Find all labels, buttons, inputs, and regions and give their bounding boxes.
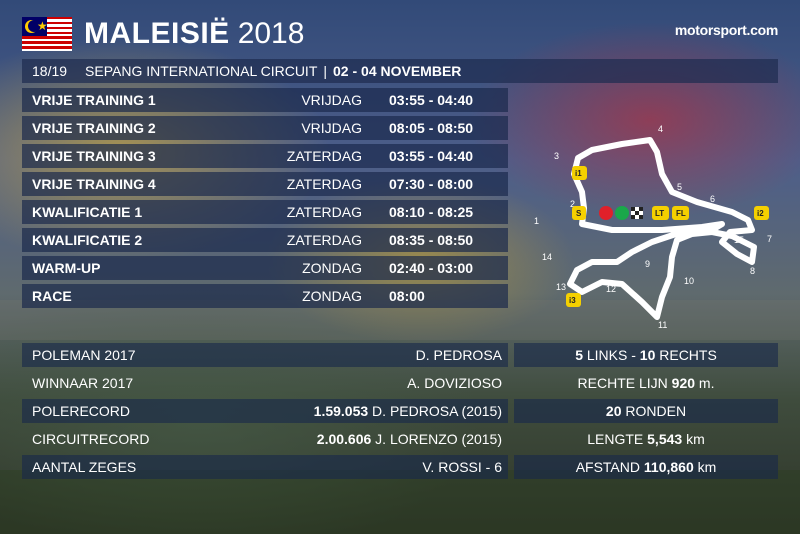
turn-number: 7 — [767, 234, 772, 244]
schedule-row: VRIJE TRAINING 4 ZATERDAG 07:30 - 08:00 — [22, 172, 508, 196]
turn-number: 13 — [556, 282, 566, 292]
stat-value: 2.00.606 J. LORENZO (2015) — [316, 431, 502, 447]
stat-label: AANTAL ZEGES — [32, 459, 137, 475]
session-day: ZONDAG — [302, 288, 362, 304]
session-name: VRIJE TRAINING 1 — [32, 92, 156, 108]
stat-row: WINNAAR 2017 A. DOVIZIOSO — [22, 371, 508, 395]
stat-value: A. DOVIZIOSO — [407, 375, 502, 391]
turn-number: 2 — [570, 199, 575, 209]
turn-number: 6 — [710, 194, 715, 204]
intermediate-2-marker — [754, 206, 769, 220]
page-title-year: 2018 — [237, 17, 305, 50]
session-time: 03:55 - 04:40 — [389, 148, 474, 164]
stat-row: CIRCUITRECORD 2.00.606 J. LORENZO (2015) — [22, 427, 508, 451]
session-day: VRIJDAG — [301, 120, 362, 136]
page-header: ★ MALEISIË 2018 — [22, 14, 304, 54]
turn-number: 3 — [554, 151, 559, 161]
stat-label: POLERECORD — [32, 403, 131, 419]
session-time: 08:00 — [389, 288, 425, 304]
stat-label: CIRCUITRECORD — [32, 431, 150, 447]
motorsport-logo: motorsport.com — [674, 22, 778, 38]
session-name: RACE — [32, 288, 72, 304]
stat-label: POLEMAN 2017 — [32, 347, 136, 363]
circuit-stat: RECHTE LIJN 920 m. — [577, 375, 715, 391]
schedule-row: RACE ZONDAG 08:00 — [22, 284, 508, 308]
stat-row: POLERECORD 1.59.053 D. PEDROSA (2015) — [22, 399, 508, 423]
lap-timing-marker — [652, 206, 669, 220]
circuit-stat: AFSTAND 110,860 km — [514, 455, 778, 479]
turn-number: 8 — [750, 266, 755, 276]
schedule-row: WARM-UP ZONDAG 02:40 - 03:00 — [22, 256, 508, 280]
page-title: MALEISIË — [84, 17, 230, 50]
session-time: 08:05 - 08:50 — [389, 120, 474, 136]
stat-value: V. ROSSI - 6 — [422, 459, 502, 475]
stat-row: POLEMAN 2017 D. PEDROSA — [22, 343, 508, 367]
stat-value: 1.59.053 D. PEDROSA (2015) — [313, 403, 502, 419]
circuit-stat: LENGTE 5,543 km — [587, 431, 705, 447]
info-bar: 18/19 SEPANG INTERNATIONAL CIRCUIT | 02 … — [22, 59, 778, 83]
track-outline — [567, 137, 757, 320]
session-time: 07:30 - 08:00 — [389, 176, 474, 192]
schedule-row: KWALIFICATIE 2 ZATERDAG 08:35 - 08:50 — [22, 228, 508, 252]
turn-number: 4 — [658, 124, 663, 134]
turn-number: 1 — [534, 216, 539, 226]
turn-number: 12 — [606, 284, 616, 294]
red-light-icon — [599, 206, 613, 220]
turn-number: 14 — [542, 252, 552, 262]
session-day: VRIJDAG — [301, 92, 362, 108]
session-time: 02:40 - 03:00 — [389, 260, 474, 276]
stat-label: WINNAAR 2017 — [32, 375, 134, 391]
malaysia-flag-icon: ★ — [22, 17, 72, 51]
session-time: 08:35 - 08:50 — [389, 232, 474, 248]
session-name: KWALIFICATIE 1 — [32, 204, 143, 220]
event-dates: 02 - 04 NOVEMBER — [333, 63, 462, 79]
session-name: VRIJE TRAINING 2 — [32, 120, 156, 136]
circuit-name: SEPANG INTERNATIONAL CIRCUIT — [85, 63, 318, 79]
session-day: ZATERDAG — [286, 204, 362, 220]
turn-number: 15 — [734, 235, 744, 245]
start-marker — [572, 206, 586, 220]
session-time: 08:10 - 08:25 — [389, 204, 474, 220]
lap-timing-label: LT — [655, 209, 664, 218]
session-time: 03:55 - 04:40 — [389, 92, 474, 108]
session-day: ZONDAG — [302, 260, 362, 276]
schedule-row: KWALIFICATIE 1 ZATERDAG 08:10 - 08:25 — [22, 200, 508, 224]
intermediate-3-marker — [566, 293, 581, 307]
circuit-stat: 5 LINKS - 10 RECHTS — [514, 343, 778, 367]
finish-line-marker — [672, 206, 689, 220]
turn-number: 5 — [677, 182, 682, 192]
intermediate-2-label: i2 — [757, 209, 764, 218]
session-name: KWALIFICATIE 2 — [32, 232, 143, 248]
circuit-stat: 20 RONDEN — [514, 399, 778, 423]
session-day: ZATERDAG — [286, 176, 362, 192]
session-day: ZATERDAG — [286, 232, 362, 248]
start-label: S — [576, 209, 582, 218]
stat-row: AANTAL ZEGES V. ROSSI - 6 — [22, 455, 508, 479]
circuit-map: 1 2 3 4 5 6 7 8 9 10 11 12 13 14 15 S LT… — [534, 124, 772, 330]
session-name: VRIJE TRAINING 3 — [32, 148, 156, 164]
session-day: ZATERDAG — [286, 148, 362, 164]
green-light-icon — [615, 206, 629, 220]
turn-number: 10 — [684, 276, 694, 286]
session-name: VRIJE TRAINING 4 — [32, 176, 156, 192]
separator: | — [323, 63, 328, 79]
schedule-row: VRIJE TRAINING 3 ZATERDAG 03:55 - 04:40 — [22, 144, 508, 168]
turn-number: 9 — [645, 259, 650, 269]
intermediate-3-label: i3 — [569, 296, 576, 305]
turn-number: 11 — [658, 320, 667, 330]
intermediate-1-label: i1 — [575, 169, 582, 178]
session-name: WARM-UP — [32, 260, 101, 276]
intermediate-1-marker — [572, 166, 587, 180]
finish-line-label: FL — [676, 209, 686, 218]
stat-value: D. PEDROSA — [415, 347, 502, 363]
schedule-row: VRIJE TRAINING 2 VRIJDAG 08:05 - 08:50 — [22, 116, 508, 140]
round-number: 18/19 — [32, 63, 68, 79]
schedule-row: VRIJE TRAINING 1 VRIJDAG 03:55 - 04:40 — [22, 88, 508, 112]
